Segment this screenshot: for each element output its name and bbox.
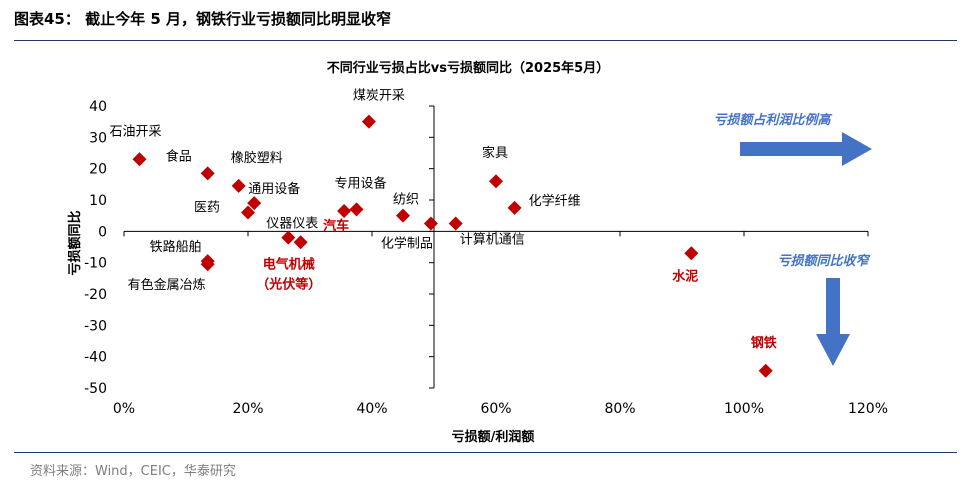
point-label-continued: （光伏等） — [256, 276, 321, 292]
point-label: 水泥 — [672, 268, 698, 284]
point-label: 石油开采 — [110, 124, 162, 139]
x-tick-label: 0% — [113, 401, 135, 417]
point-label: 家具 — [482, 145, 508, 161]
annotation-loss-narrowing: 亏损额同比收窄 — [777, 253, 870, 269]
y-tick-label: -40 — [84, 350, 107, 366]
y-tick-label: -50 — [84, 381, 107, 397]
data-point-marker — [132, 152, 147, 167]
y-tick-label: 20 — [89, 162, 107, 178]
x-tick-label: 120% — [848, 401, 888, 417]
arrow-right-icon — [740, 132, 872, 166]
y-tick-label: -30 — [84, 318, 107, 334]
data-point-marker — [200, 166, 215, 181]
data-point-marker — [507, 200, 522, 215]
source-note: 资料来源：Wind，CEIC，华泰研究 — [30, 464, 236, 479]
point-label: 铁路船舶 — [150, 239, 202, 255]
x-tick-labels: 0% 20% 40% 60% 80% 100% 120% — [113, 401, 888, 417]
data-point-marker — [489, 174, 503, 189]
data-point-marker — [293, 235, 308, 250]
y-tick-label: 10 — [89, 193, 107, 209]
point-label: 煤炭开采 — [353, 89, 405, 104]
point-label: 计算机通信 — [460, 233, 525, 248]
data-point-marker — [337, 203, 352, 218]
point-label: 化学纤维 — [529, 193, 581, 209]
y-tick-labels: 40 30 20 10 0 -10 -20 -30 -40 -50 — [84, 99, 107, 397]
point-label: 汽车 — [323, 218, 349, 234]
x-tick-label: 60% — [480, 401, 511, 417]
point-label: 仪器仪表 — [266, 217, 318, 232]
y-tick-label: 0 — [98, 224, 107, 240]
arrow-down-icon — [816, 278, 850, 366]
point-label: 食品 — [166, 148, 192, 164]
point-label: 钢铁 — [751, 335, 777, 351]
scatter-chart: 不同行业亏损占比vs亏损额同比（2025年5月） 40 30 20 10 0 -10 -20… — [67, 60, 888, 445]
y-tick-label: -20 — [84, 287, 107, 303]
y-tick-label: 30 — [89, 130, 107, 146]
data-point-marker — [349, 202, 364, 217]
point-label: 电气机械 — [263, 256, 315, 272]
data-point-marker — [281, 230, 296, 245]
data-point-marker — [758, 363, 773, 378]
data-point-marker — [200, 257, 215, 272]
data-point-marker — [361, 114, 376, 129]
y-axis-label: 亏损额同比 — [67, 210, 83, 275]
point-label: 橡胶塑料 — [231, 150, 283, 166]
header-rule — [14, 40, 957, 41]
point-label: 有色金属冶炼 — [128, 277, 206, 293]
footer-rule — [14, 452, 957, 453]
x-axis-label: 亏损额/利润额 — [452, 429, 535, 445]
point-label: 医药 — [194, 201, 220, 216]
point-label: 通用设备 — [248, 181, 300, 197]
x-tick-label: 80% — [604, 401, 635, 417]
y-tick-label: -10 — [84, 256, 107, 272]
x-tick-label: 100% — [724, 401, 764, 417]
annotation-high-loss-ratio: 亏损额占利润比例高 — [713, 112, 832, 128]
figure-header: 图表45： 截止今年 5 月，钢铁行业亏损额同比明显收窄 — [14, 10, 391, 28]
point-label: 化学制品 — [381, 236, 433, 252]
data-point-marker — [448, 216, 463, 231]
x-tick-label: 20% — [232, 401, 263, 417]
data-point-marker — [231, 178, 246, 193]
data-point-marker — [684, 246, 699, 261]
data-points — [132, 114, 773, 378]
x-tick-label: 40% — [356, 401, 387, 417]
point-label: 纺织 — [393, 193, 419, 208]
quadrant-lines — [123, 105, 869, 389]
chart-title: 不同行业亏损占比vs亏损额同比（2025年5月） — [327, 60, 609, 76]
data-point-marker — [423, 216, 438, 231]
data-point-marker — [247, 196, 262, 211]
point-label: 专用设备 — [335, 175, 387, 191]
data-point-marker — [241, 205, 255, 220]
data-point-marker — [396, 208, 410, 223]
y-tick-label: 40 — [89, 99, 107, 115]
